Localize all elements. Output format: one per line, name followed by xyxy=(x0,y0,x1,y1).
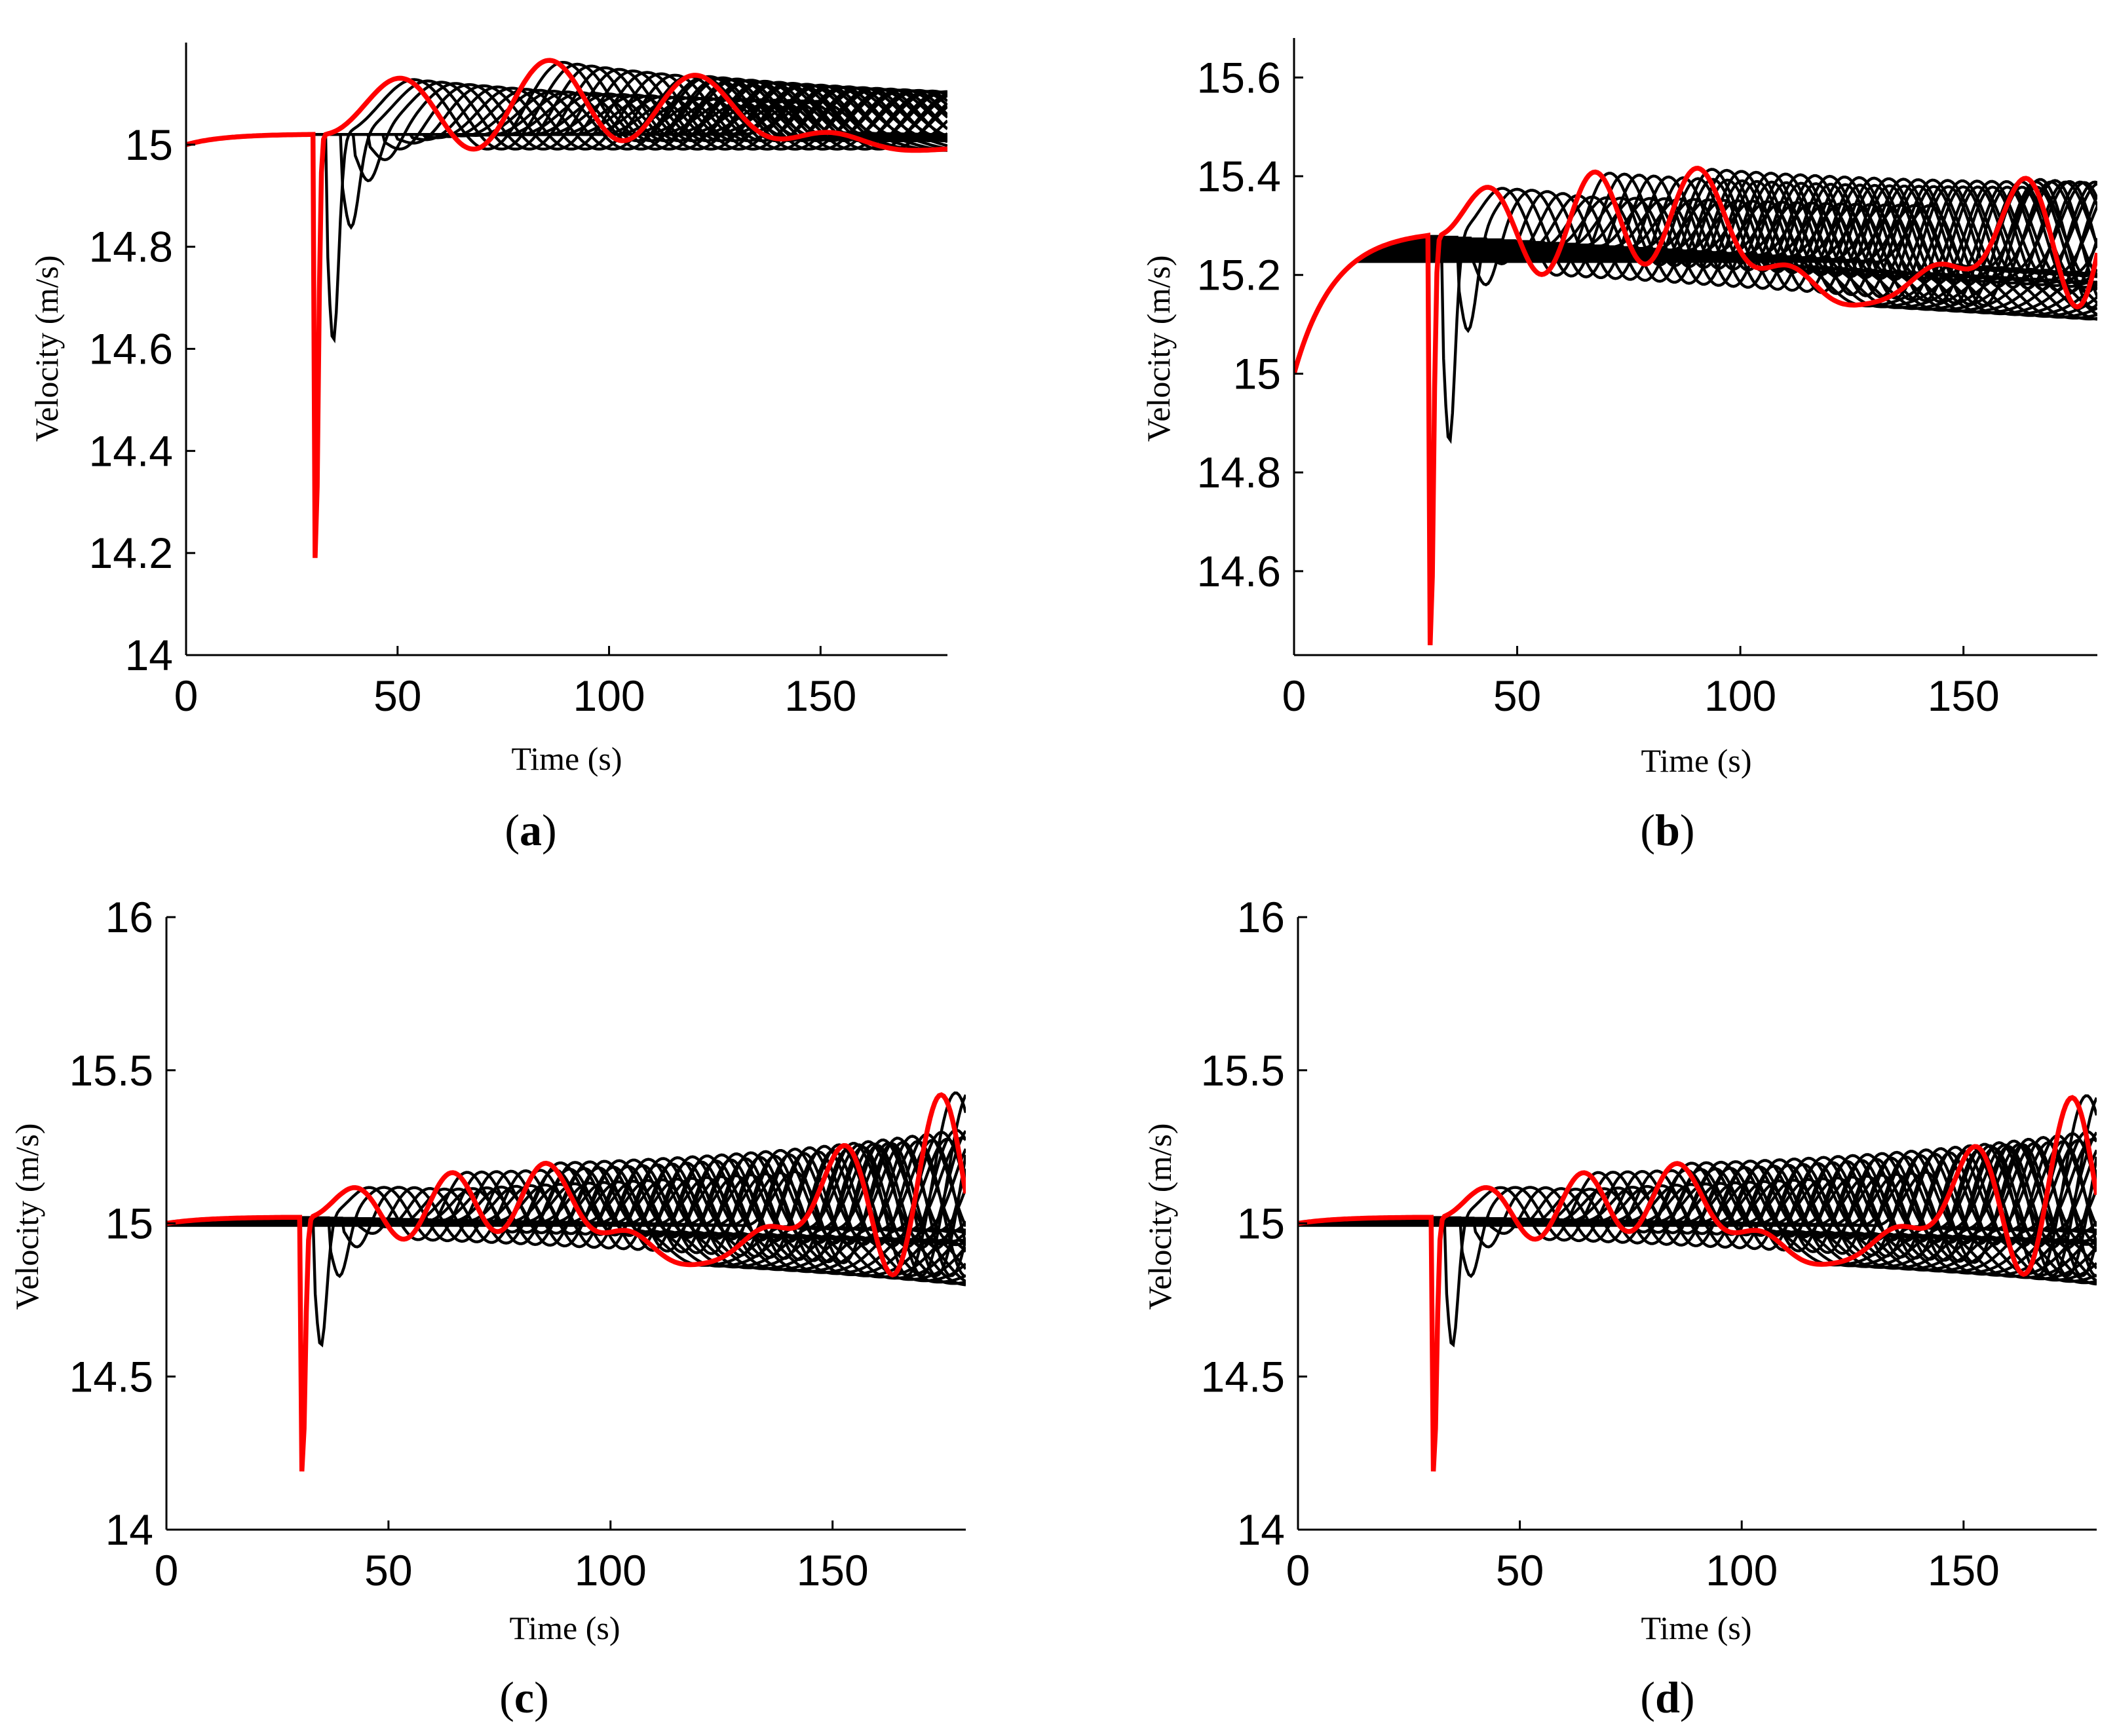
y-tick-label: 14.8 xyxy=(1197,448,1281,497)
y-ticks: 14.6 14.8 15 15.2 15.4 15.6 xyxy=(1197,53,1303,595)
x-axis-label: Time (s) xyxy=(511,740,622,777)
y-tick-label: 15 xyxy=(1237,1199,1285,1248)
panel-caption: (b) xyxy=(1640,805,1694,855)
x-axis-label: Time (s) xyxy=(509,1610,620,1646)
y-ticks: 14 14.5 15 15.5 16 xyxy=(69,893,176,1554)
x-tick-label: 50 xyxy=(373,671,421,720)
chart-panel-b: 14.6 14.8 15 15.2 15.4 15.6 0 50 100 150 Time (s… xyxy=(1140,38,2097,855)
x-tick-label: 100 xyxy=(1706,1546,1778,1594)
y-tick-label: 14.5 xyxy=(69,1352,153,1401)
y-tick-label: 14 xyxy=(105,1505,153,1554)
y-tick-label: 15.5 xyxy=(1201,1046,1285,1095)
series-group xyxy=(1298,1094,2097,1472)
y-ticks: 14 14.5 15 15.5 16 xyxy=(1201,893,1307,1554)
y-tick-label: 15 xyxy=(1233,349,1281,398)
y-tick-label: 16 xyxy=(105,893,153,941)
panel-caption: (c) xyxy=(499,1672,549,1722)
caption-open: ( xyxy=(505,805,520,855)
series-group xyxy=(186,58,947,558)
axes xyxy=(1293,38,2097,656)
y-tick-label: 15.2 xyxy=(1197,251,1281,299)
caption-close: ) xyxy=(534,1672,549,1722)
x-ticks: 0 50 100 150 xyxy=(1286,1520,2000,1594)
x-axis-label: Time (s) xyxy=(1641,742,1751,779)
x-ticks: 0 50 100 150 xyxy=(155,1520,869,1594)
x-tick-label: 0 xyxy=(174,671,199,720)
x-tick-label: 0 xyxy=(1286,1546,1310,1594)
y-tick-label: 14.2 xyxy=(89,529,173,577)
x-tick-label: 100 xyxy=(573,671,645,720)
y-tick-label: 14.6 xyxy=(1197,547,1281,595)
plot-area: 14 14.5 15 15.5 16 0 50 100 150 xyxy=(69,893,966,1594)
plot-area: 14.6 14.8 15 15.2 15.4 15.6 0 50 100 150 xyxy=(1197,38,2097,720)
plot-area: 14 14.2 14.4 14.6 14.8 15 0 50 100 150 xyxy=(89,43,947,720)
plot-area: 14 14.5 15 15.5 16 0 50 100 150 xyxy=(1201,893,2097,1594)
caption-letter: c xyxy=(514,1672,534,1722)
caption-close: ) xyxy=(1680,805,1695,855)
x-tick-label: 100 xyxy=(1704,671,1776,720)
series-group xyxy=(166,1091,966,1472)
y-tick-label: 15.5 xyxy=(69,1046,153,1095)
caption-close: ) xyxy=(1680,1672,1695,1722)
y-tick-label: 14.5 xyxy=(1201,1352,1285,1401)
x-axis-label: Time (s) xyxy=(1641,1610,1751,1646)
y-tick-label: 14 xyxy=(1237,1505,1285,1554)
x-tick-label: 0 xyxy=(155,1546,179,1594)
x-tick-label: 150 xyxy=(1928,1546,2000,1594)
caption-letter: b xyxy=(1655,805,1680,855)
leader-line xyxy=(1294,166,2097,646)
x-tick-label: 50 xyxy=(1493,671,1541,720)
panel-caption: (d) xyxy=(1640,1672,1694,1722)
leader-line xyxy=(186,58,947,558)
x-tick-label: 0 xyxy=(1282,671,1306,720)
y-tick-label: 16 xyxy=(1237,893,1285,941)
y-tick-label: 14 xyxy=(125,631,173,679)
x-tick-label: 50 xyxy=(364,1546,412,1594)
caption-letter: a xyxy=(520,805,542,855)
y-tick-label: 15 xyxy=(105,1199,153,1248)
x-tick-label: 150 xyxy=(1928,671,2000,720)
caption-open: ( xyxy=(1640,805,1655,855)
y-ticks: 14 14.2 14.4 14.6 14.8 15 xyxy=(89,121,195,679)
caption-open: ( xyxy=(499,1672,514,1722)
x-tick-label: 100 xyxy=(575,1546,647,1594)
y-axis-label: Velocity (m/s) xyxy=(9,1123,45,1310)
y-tick-label: 15.4 xyxy=(1197,152,1281,200)
y-tick-label: 14.8 xyxy=(89,223,173,271)
y-tick-label: 14.4 xyxy=(89,426,173,475)
caption-open: ( xyxy=(1640,1672,1655,1722)
y-axis-label: Velocity (m/s) xyxy=(1141,1123,1178,1310)
y-tick-label: 15.6 xyxy=(1197,53,1281,102)
chart-panel-d: 14 14.5 15 15.5 16 0 50 100 150 Time (s) Veloci… xyxy=(1141,893,2097,1722)
x-tick-label: 150 xyxy=(784,671,856,720)
chart-panel-c: 14 14.5 15 15.5 16 0 50 100 150 Time (s) Veloci… xyxy=(9,893,966,1722)
panel-caption: (a) xyxy=(505,805,556,855)
y-tick-label: 15 xyxy=(125,121,173,169)
x-ticks: 0 50 100 150 xyxy=(1282,646,2000,720)
caption-letter: d xyxy=(1655,1672,1680,1722)
y-tick-label: 14.6 xyxy=(89,325,173,373)
y-axis-label: Velocity (m/s) xyxy=(1140,255,1177,442)
caption-close: ) xyxy=(542,805,557,855)
x-tick-label: 150 xyxy=(797,1546,869,1594)
leader-line xyxy=(166,1092,966,1472)
x-tick-label: 50 xyxy=(1496,1546,1544,1594)
series-group xyxy=(1294,166,2097,646)
x-ticks: 0 50 100 150 xyxy=(174,646,856,720)
y-axis-label: Velocity (m/s) xyxy=(28,255,65,442)
leader-line xyxy=(1298,1095,2097,1472)
